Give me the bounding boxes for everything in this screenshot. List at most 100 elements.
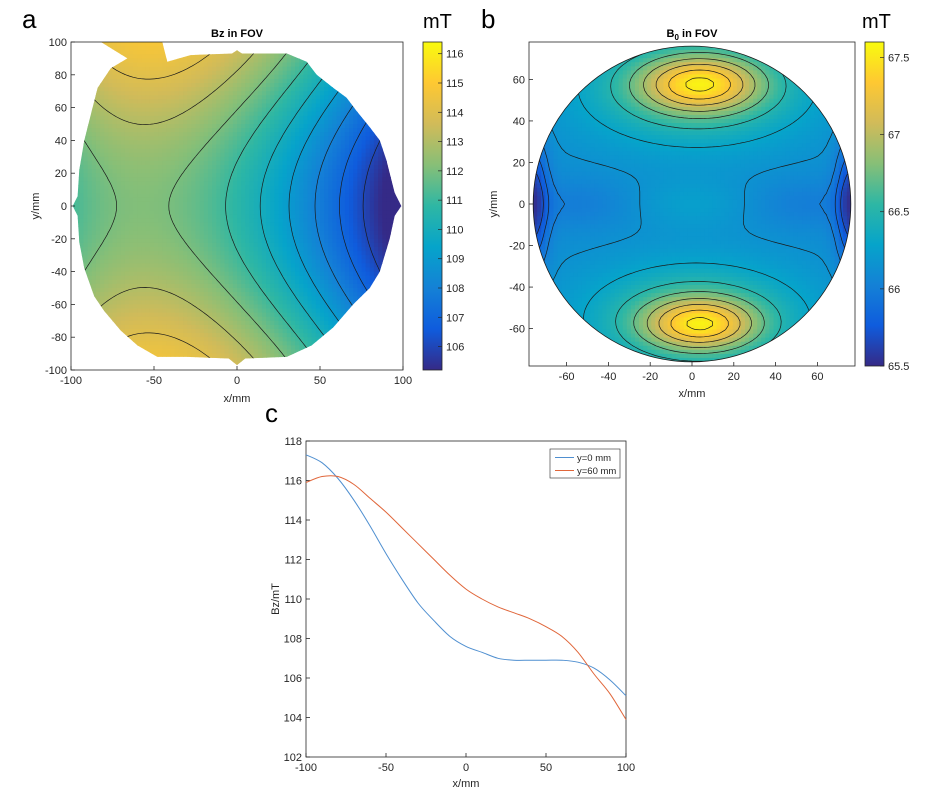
panel-b-title: B0 in FOV	[667, 28, 719, 42]
panel-b-y-tick-label: 0	[519, 199, 525, 211]
panel-b-x-tick-label: 60	[811, 371, 823, 383]
panel-b-fov-rim	[532, 45, 852, 363]
panel-label-b: b	[481, 4, 495, 34]
panel-b-colorbar-tick-label: 67	[888, 130, 900, 142]
panel-a-y-tick-label: 100	[49, 37, 67, 49]
panel-b-heatmap: B0 in FOV -60 -40 -20 0 20 40 606040200-20-40-…	[488, 11, 909, 400]
panel-b-x-tick-label: 0	[689, 371, 695, 383]
panel-b-colorbar-tick-label: 66.5	[888, 207, 909, 219]
panel-b-contour-line	[668, 69, 731, 338]
panel-b-xlabel: x/mm	[679, 388, 706, 400]
panel-a-colorbar-tick-label: 111	[446, 195, 463, 207]
panel-c-x-tick-label: 0	[463, 762, 469, 774]
panel-a-y-tick-label: 80	[55, 70, 67, 82]
series-line-y0	[305, 454, 627, 697]
panel-a-y-tick-label: -100	[45, 365, 67, 377]
panel-c-y-tick-label: 102	[284, 752, 302, 764]
panel-b-colorbar	[864, 41, 885, 367]
panel-c-series	[305, 454, 627, 720]
panel-b-y-tick-label: 60	[513, 74, 525, 86]
panel-b-field	[533, 46, 851, 362]
panel-a-colorbar-unit: mT	[423, 11, 452, 33]
panel-b-ylabel: y/mm	[488, 191, 500, 218]
panel-b-x-tick-label: 20	[728, 371, 740, 383]
panel-a-y-tick-label: -40	[51, 267, 67, 279]
panel-c-y-tick-label: 106	[284, 673, 302, 685]
panel-a-ticks: -100 -50 0 50 100 100 80 60 40 20 0 -20 -40 -60 -80 -10…	[45, 37, 412, 387]
panel-a-x-tick-label: 100	[394, 375, 412, 387]
panel-b-x-tick-label: 40	[769, 371, 781, 383]
panel-a-colorbar-tick-label: 107	[446, 312, 464, 324]
panel-a-colorbar	[422, 41, 443, 371]
panel-a-y-tick-label: 40	[55, 135, 67, 147]
panel-a-y-tick-label: 0	[61, 201, 67, 213]
panel-a-x-tick-label: 50	[314, 375, 326, 387]
panel-c-y-tick-label: 114	[284, 515, 302, 527]
panel-a-y-tick-label: 20	[55, 168, 67, 180]
panel-a-heatmap: Bz in FOV -100 -50 0 50 100 100 80 60 40 20 0 -20 -4…	[30, 11, 464, 405]
panel-c-y-tick-label: 110	[284, 594, 302, 606]
panel-b-contour-line	[643, 58, 756, 348]
legend-label-y0: y=0 mm	[577, 453, 611, 464]
panel-b-x-tick-label: -20	[642, 371, 658, 383]
panel-a-y-tick-label: -60	[51, 299, 67, 311]
panel-b-y-tick-label: 40	[513, 116, 525, 128]
panel-c-y-tick-label: 118	[284, 436, 302, 448]
panel-label-a: a	[22, 4, 37, 34]
panel-a-x-tick-label: 0	[234, 375, 240, 387]
panel-b-contour-line	[655, 63, 744, 343]
panel-c-ticks: -100 -50 0 50 100 118 116 114 112 110 108 106 104 102	[284, 436, 636, 774]
panel-c-xlabel: x/mm	[453, 778, 480, 790]
panel-a-colorbar-tick-label: 115	[446, 78, 464, 90]
panel-b-colorbar-tick-label: 67.5	[888, 52, 909, 64]
panel-b-title-rest: in FOV	[679, 28, 718, 40]
panel-a-colorbar-tick-label: 106	[446, 342, 464, 354]
panel-b-y-tick-label: -40	[509, 282, 525, 294]
panel-a-colorbar-tick-label: 113	[446, 137, 464, 149]
panel-a-field	[72, 42, 402, 366]
panel-c-x-tick-label: 100	[617, 762, 635, 774]
panel-b-y-tick-label: -60	[509, 324, 525, 336]
panel-a-colorbar-tick-label: 108	[446, 283, 464, 295]
panel-b-y-tick-label: -20	[509, 241, 525, 253]
panel-b-colorbar-tick-label: 65.5	[888, 361, 909, 373]
panel-c-x-tick-label: -50	[378, 762, 394, 774]
panel-b-colorbar-ticks: 67.5 67 66.5 66 65.5	[880, 52, 909, 373]
panel-a-colorbar-tick-label: 109	[446, 254, 464, 266]
panel-b-x-tick-label: -40	[600, 371, 616, 383]
panel-a-x-tick-label: -100	[60, 375, 82, 387]
panel-a-colorbar-tick-label: 114	[446, 107, 464, 119]
panel-a-y-tick-label: 60	[55, 103, 67, 115]
panel-c-axes-box	[305, 440, 627, 758]
series-line-y60	[305, 475, 627, 720]
panel-c-y-tick-label: 112	[284, 555, 302, 567]
panel-a-xlabel: x/mm	[224, 393, 251, 405]
panel-a-ylabel: y/mm	[30, 193, 42, 220]
panel-a-y-tick-label: -20	[51, 234, 67, 246]
legend-box	[549, 448, 621, 479]
panel-a-colorbar-tick-label: 112	[446, 166, 464, 178]
panel-a-colorbar-ticks: 116 115 114 113 112 111 110 109 108 107 106	[438, 49, 464, 354]
panel-b-title-sub: 0	[675, 33, 680, 42]
panel-b-ticks: -60 -40 -20 0 20 40 60 60 40 20 0 -20 -40 -60	[509, 74, 823, 383]
panel-label-c: c	[265, 398, 278, 428]
panel-b-colorbar-tick-label: 66	[888, 284, 900, 296]
panel-c-legend: y=0 mm y=60 mm	[549, 448, 621, 479]
panel-a-y-tick-label: -80	[51, 332, 67, 344]
panel-a-colorbar-tick-label: 110	[446, 224, 464, 236]
panel-c-y-tick-label: 108	[284, 634, 302, 646]
panel-a-x-tick-label: -50	[146, 375, 162, 387]
panel-b-contour-line	[629, 52, 769, 354]
panel-c-line-chart: -100 -50 0 50 100 118 116 114 112 110 108 106 104 102…	[270, 436, 635, 790]
panel-c-x-tick-label: -100	[295, 762, 317, 774]
panel-a-title: Bz in FOV	[211, 28, 264, 40]
panel-b-contour-line	[685, 77, 714, 331]
panel-c-ylabel: Bz/mT	[270, 583, 282, 615]
panel-c-x-tick-label: 50	[540, 762, 552, 774]
panel-c-y-tick-label: 116	[284, 476, 302, 488]
panel-b-colorbar-unit: mT	[862, 11, 891, 33]
panel-b-y-tick-label: 20	[513, 157, 525, 169]
legend-label-y60: y=60 mm	[577, 466, 616, 477]
panel-a-colorbar-tick-label: 116	[446, 49, 464, 61]
